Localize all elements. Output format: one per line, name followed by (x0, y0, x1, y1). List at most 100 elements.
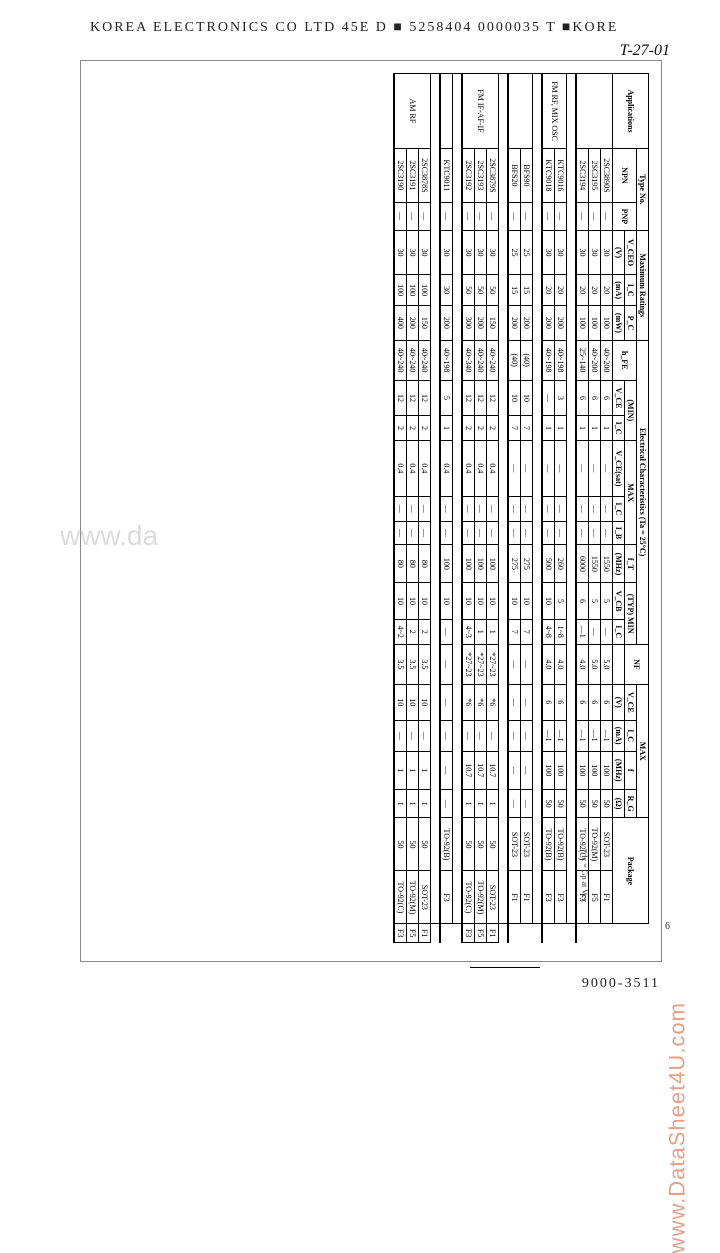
cell: — (576, 202, 589, 230)
cell: — (589, 202, 601, 230)
cell: — (508, 789, 521, 818)
cell: 100 (440, 545, 453, 583)
cell: — (487, 497, 499, 522)
cell: 2SC3190 (394, 149, 407, 203)
cell: 30 (394, 230, 407, 274)
cell: 0.4 (419, 440, 431, 496)
cell: — (555, 440, 567, 496)
cell: 40~198 (440, 340, 453, 380)
cell: — (576, 440, 589, 496)
cell: 5.0 (589, 644, 601, 684)
cell: —1 (576, 720, 589, 751)
cell: 1 (542, 416, 555, 441)
cell: — (521, 497, 533, 522)
app-cell: FM RF, MIX OSC (542, 74, 567, 149)
cell: 30 (440, 275, 453, 306)
cell: 6 (589, 685, 601, 721)
cell: 10.7 (475, 751, 487, 789)
section-gap (499, 74, 509, 943)
section-gap (567, 74, 577, 943)
col-npn: NPN (613, 149, 637, 203)
cell: 10 (394, 583, 407, 619)
cell: TO-92(C) (462, 871, 475, 924)
cell: 12 (419, 380, 431, 416)
cell: 2SC3195 (589, 149, 601, 203)
c-ic3: I_C (613, 497, 625, 522)
cell: 30 (555, 230, 567, 274)
cell: 40~240 (407, 340, 419, 380)
cell: — (394, 497, 407, 522)
cell: — (475, 202, 487, 230)
cell: 100 (487, 545, 499, 583)
cell: 50 (475, 818, 487, 871)
cell: — (589, 521, 601, 545)
cell: 4.0 (555, 644, 567, 684)
cell: — (542, 497, 555, 522)
cell: 50 (555, 789, 567, 818)
table-row: 2SC3192—305030040~3401220.4——100104~3*27… (462, 74, 475, 943)
spec-table: Applications Type No. Maximum Ratings El… (393, 73, 649, 943)
cell: *6 (462, 685, 475, 721)
cell: 50 (475, 275, 487, 306)
cell: 4.0 (576, 644, 589, 684)
cell: 200 (521, 306, 533, 340)
cell: 1~8 (555, 619, 567, 644)
c-vce: V_CE (613, 380, 625, 416)
cell: SOT-23 (419, 871, 431, 924)
cell: 0.4 (394, 440, 407, 496)
cell: 50 (589, 789, 601, 818)
cell: F1 (508, 871, 521, 924)
cell: — (601, 521, 613, 545)
cell: 30 (407, 230, 419, 274)
cell: — (521, 685, 533, 721)
col-ic: I_C (625, 275, 637, 306)
cell: — (521, 789, 533, 818)
cell: 30 (542, 230, 555, 274)
table-row: 2SC3890S—302010040~20061———15505—5.06—11… (601, 74, 613, 943)
cell: 12 (487, 380, 499, 416)
cell: — (419, 202, 431, 230)
grp-nf: NF (625, 644, 649, 684)
cell: 10 (508, 380, 521, 416)
cell: — (555, 202, 567, 230)
cell: 4.0 (542, 644, 555, 684)
cell: 4~2 (394, 619, 407, 644)
grp-maxratings: Maximum Ratings (637, 230, 649, 340)
cell: 30 (487, 230, 499, 274)
cell: 200 (440, 306, 453, 340)
cell: 4~3 (462, 619, 475, 644)
col-vceo: V_CEO (625, 230, 637, 274)
cell: 0.4 (462, 440, 475, 496)
cell: F1 (487, 924, 499, 943)
cell: 10 (462, 583, 475, 619)
app-cell: AM RF (394, 74, 431, 149)
cell: 50 (462, 818, 475, 871)
cell: TO-92(M) (407, 871, 419, 924)
cell: SOT-23 (508, 818, 521, 871)
cell: SOT-23 (601, 818, 613, 871)
cell: — (440, 751, 453, 789)
cell: 5 (440, 380, 453, 416)
u-rg: (Ω) (613, 789, 625, 818)
cell: F3 (542, 871, 555, 924)
cell: F3 (462, 924, 475, 943)
cell: — (508, 497, 521, 522)
cell: 50 (542, 789, 555, 818)
cell: 1 (462, 789, 475, 818)
cell: — (487, 202, 499, 230)
cell: — (394, 521, 407, 545)
table-row: BFS90—2515200(40)107———275107—————SOT-23… (521, 74, 533, 943)
cell: 2SC3194 (576, 149, 589, 203)
cell: 30 (589, 230, 601, 274)
cell: 30 (601, 230, 613, 274)
cell: 80 (419, 545, 431, 583)
cell: — (508, 751, 521, 789)
cell: 100 (394, 275, 407, 306)
cell: F1 (521, 871, 533, 924)
cell: 100 (589, 751, 601, 789)
cell: 300 (462, 306, 475, 340)
c-ic4: I_C (613, 619, 625, 644)
u-f: (MHz) (613, 751, 625, 789)
cell: —1 (589, 720, 601, 751)
cell: 100 (589, 306, 601, 340)
